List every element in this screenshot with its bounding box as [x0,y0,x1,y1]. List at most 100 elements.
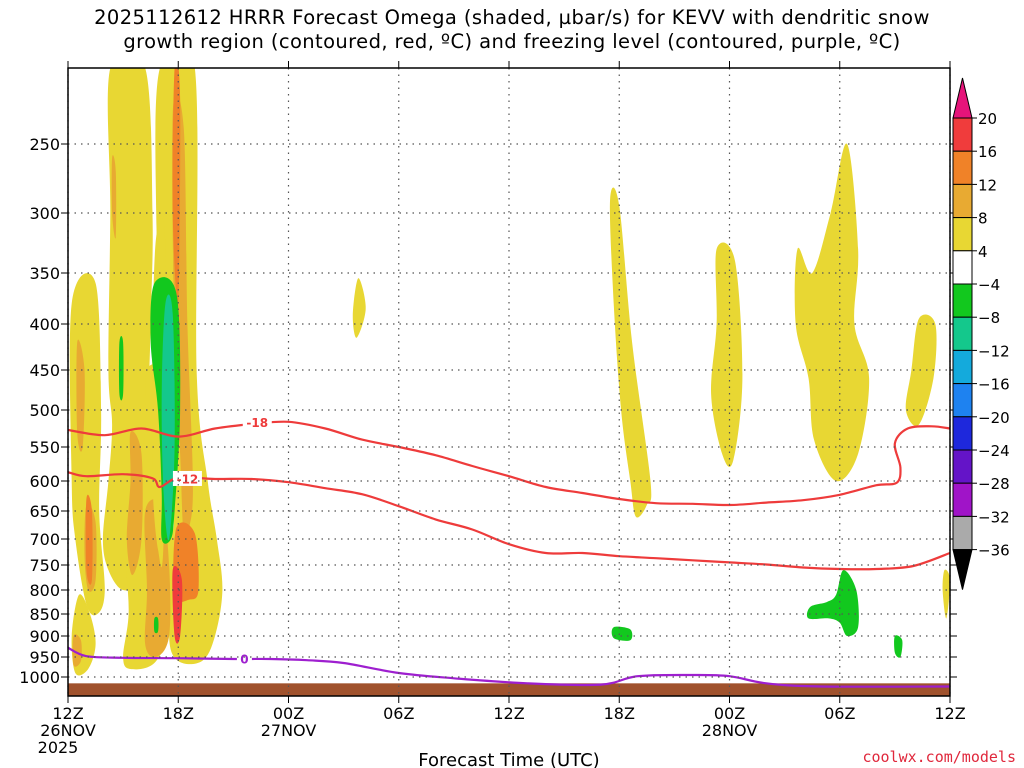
temperature-contour [68,420,950,507]
omega-region [111,155,117,239]
y-tick-label: 900 [29,627,60,646]
x-tick-label: 00Z [273,704,304,723]
omega-region [905,314,937,427]
y-axis: 250 300 350 400 450 500 550 600 650 700 750 800 850 9… [19,135,957,687]
colorbar-label: −28 [978,475,1010,493]
colorbar-top-arrow [952,77,973,119]
colorbar-segment [952,217,973,252]
colorbar-label: 12 [978,176,997,194]
x-tick-label: 12Z [52,704,83,723]
y-tick-label: 450 [29,361,60,380]
colorbar-bottom-arrow [952,549,973,590]
colorbar-segment [952,515,973,551]
omega-region [153,616,159,634]
y-tick-label: 850 [29,605,60,624]
colorbar-label: 8 [978,210,988,228]
colorbar-segment [952,283,973,318]
colorbar-segment [952,183,973,219]
y-tick-label: 1000 [19,668,60,687]
chart-title-line2: growth region (contoured, red, ºC) and f… [123,30,901,53]
x-tick-label: 00Z [714,704,745,723]
y-tick-label: 400 [29,315,60,334]
colorbar-segment [952,383,973,418]
omega-region [155,68,223,665]
terrain-layer [68,683,950,696]
terrain-fill [68,683,950,696]
freezing-level-contour [68,646,950,688]
x-tick-label: 28NOV [702,721,758,740]
colorbar-label: −4 [978,276,1000,294]
omega-region [161,294,175,541]
colorbar-segment [952,117,973,152]
temperature-contour [68,471,950,571]
colorbar-label: −32 [978,508,1010,526]
omega-region [126,430,143,575]
chart-title: 2025112612 HRRR Forecast Omega (shaded, … [0,6,1024,54]
y-tick-label: 350 [29,264,60,283]
temperature-contour-label: -12 [177,472,199,486]
y-tick-label: 950 [29,648,60,667]
omega-region [352,278,366,338]
x-tick-label: 26NOV [40,721,96,740]
y-tick-label: 300 [29,204,60,223]
colorbar: 20 16 12 8 4 −4 −8 −12 −16 −20 −24 −28 −32 −36 [952,77,1010,590]
colorbar-label: −16 [978,376,1010,394]
freezing-level-contour-label-bg [236,651,252,666]
temperature-contour-label: -18 [246,416,268,430]
freezing-level-contour-label: 0 [240,653,248,667]
y-tick-label: 750 [29,556,60,575]
x-tick-label: 18Z [604,704,635,723]
omega-shading [69,68,950,676]
omega-region [76,339,85,452]
temperature-contour-label-bg [172,470,202,486]
colorbar-label: −8 [978,309,1000,327]
colorbar-segment [952,349,973,385]
colorbar-segment [952,250,973,285]
temperature-contour-label-bg [242,414,272,430]
y-tick-label: 800 [29,581,60,600]
colorbar-label: −12 [978,342,1010,360]
colorbar-segment [952,316,973,351]
credit-link[interactable]: coolwx.com/models [862,748,1016,766]
x-tick-label: 18Z [163,704,194,723]
omega-region [72,634,82,667]
omega-region [942,569,950,619]
colorbar-segment [952,416,973,451]
omega-region [85,494,93,585]
x-axis-label: Forecast Time (UTC) [418,750,599,768]
y-tick-label: 600 [29,472,60,491]
y-tick-label: 700 [29,530,60,549]
colorbar-label: 16 [978,143,997,161]
y-tick-label: 250 [29,135,60,154]
x-tick-label: 2025 [38,738,79,757]
x-tick-label: 27NOV [261,721,317,740]
colorbar-segment [952,449,973,484]
colorbar-label: −36 [978,542,1010,560]
colorbar-label: −24 [978,442,1010,460]
omega-region [806,569,859,637]
x-tick-label: 06Z [824,704,855,723]
colorbar-label: 20 [978,110,997,128]
omega-region [611,626,633,641]
chart-title-line1: 2025112612 HRRR Forecast Omega (shaded, … [94,6,930,29]
omega-region [711,242,743,467]
contour-layer: -18 -12 0 [68,414,950,688]
grid-lines [67,68,951,696]
omega-region [794,143,870,482]
x-tick-label: 12Z [493,704,524,723]
y-tick-label: 650 [29,502,60,521]
colorbar-label: −20 [978,409,1010,427]
y-tick-label: 550 [29,438,60,457]
omega-region [172,565,183,644]
x-tick-label: 06Z [383,704,414,723]
y-tick-label: 500 [29,401,60,420]
colorbar-segment [952,482,973,517]
colorbar-segment [952,150,973,185]
colorbar-label: 4 [978,243,988,261]
omega-region [894,635,903,658]
x-tick-label: 12Z [934,704,965,723]
omega-region [118,335,124,401]
omega-region [609,187,652,518]
